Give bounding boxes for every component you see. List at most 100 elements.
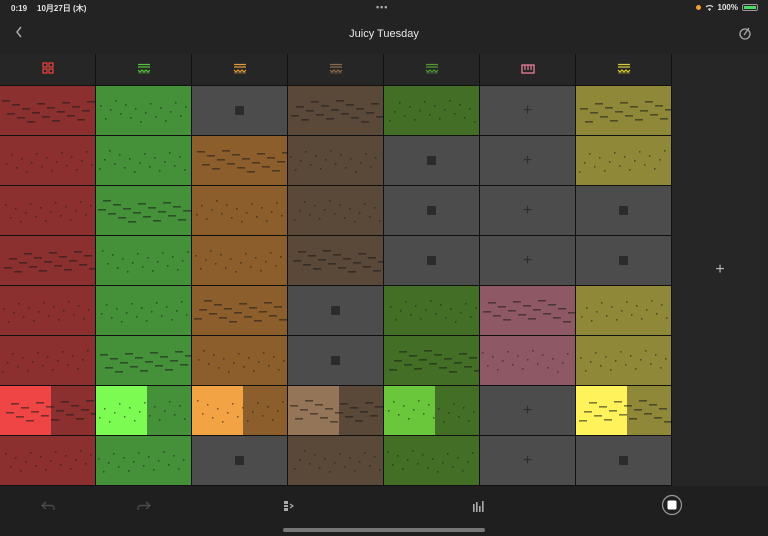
clip-grid: + + + + + + + (0, 54, 768, 486)
midi-notes (291, 100, 383, 123)
clip-slot-add[interactable]: + (480, 186, 575, 235)
clip[interactable] (384, 336, 479, 385)
clip[interactable] (96, 86, 191, 135)
clip-slot-add[interactable]: + (480, 386, 575, 435)
metronome-button[interactable] (738, 26, 754, 42)
clip[interactable] (96, 236, 191, 285)
midi-notes (483, 300, 575, 323)
midi-notes (6, 400, 95, 422)
clip[interactable] (192, 336, 287, 385)
clip[interactable] (576, 286, 671, 335)
clip-playing[interactable] (288, 386, 383, 435)
clip-slot-stop[interactable] (192, 436, 287, 485)
status-bar: 0:19 10月27日 (木) ••• 100% (0, 0, 768, 16)
clip[interactable] (384, 286, 479, 335)
undo-icon (41, 501, 55, 510)
clip[interactable] (288, 436, 383, 485)
clip[interactable] (0, 436, 95, 485)
clip[interactable] (192, 286, 287, 335)
stop-clip-icon (331, 306, 340, 315)
midi-notes (2, 350, 89, 373)
clip-slot-stop[interactable] (576, 436, 671, 485)
clip[interactable] (288, 236, 383, 285)
clip-slot-stop[interactable] (288, 286, 383, 335)
mixer-button[interactable] (469, 496, 489, 516)
midi-notes (294, 200, 381, 223)
clip-slot-add[interactable]: + (480, 436, 575, 485)
clip-slot-add[interactable]: + (480, 86, 575, 135)
clip-slot-stop[interactable] (576, 186, 671, 235)
track-header-synth-dkgreen[interactable] (384, 54, 479, 85)
clip-playing[interactable] (0, 386, 95, 435)
clip-playing[interactable] (576, 386, 671, 435)
clip[interactable] (384, 86, 479, 135)
track-header-drums[interactable] (0, 54, 95, 85)
clip[interactable] (480, 286, 575, 335)
clip[interactable] (384, 436, 479, 485)
clip[interactable] (192, 236, 287, 285)
home-indicator[interactable] (283, 528, 485, 532)
track-column-synth-brown (288, 54, 384, 486)
clip-slot-stop[interactable] (192, 86, 287, 135)
clip[interactable] (192, 136, 287, 185)
clip[interactable] (96, 136, 191, 185)
clip[interactable] (0, 86, 95, 135)
track-header-keyboard[interactable] (480, 54, 575, 85)
track-header-synth-green[interactable] (96, 54, 191, 85)
midi-notes (100, 351, 191, 373)
midi-notes (3, 301, 90, 323)
clip[interactable] (576, 136, 671, 185)
synth-wave-icon (137, 61, 151, 79)
stop-button[interactable] (661, 494, 683, 516)
track-header-synth-brown[interactable] (288, 54, 383, 85)
clip-slot-stop[interactable] (576, 236, 671, 285)
clip[interactable] (0, 286, 95, 335)
back-button[interactable] (14, 25, 30, 43)
clip[interactable] (96, 186, 191, 235)
clip[interactable] (576, 86, 671, 135)
track-column-synth-yellow (576, 54, 672, 486)
plus-icon: + (522, 251, 533, 269)
clip-slot-stop[interactable] (384, 236, 479, 285)
redo-icon (137, 501, 151, 510)
track-column-synth-orange (192, 54, 288, 486)
clip[interactable] (288, 186, 383, 235)
clip[interactable] (576, 336, 671, 385)
clip-slot-stop[interactable] (288, 336, 383, 385)
track-header-synth-orange[interactable] (192, 54, 287, 85)
clip[interactable] (96, 286, 191, 335)
clip-slot-stop[interactable] (384, 136, 479, 185)
midi-notes (100, 100, 187, 123)
clip[interactable] (0, 336, 95, 385)
clip[interactable] (96, 436, 191, 485)
stop-clip-icon (427, 156, 436, 165)
battery-icon (742, 4, 758, 11)
clip[interactable] (288, 136, 383, 185)
clip-slot-add[interactable]: + (480, 236, 575, 285)
clip[interactable] (192, 186, 287, 235)
clip-playing[interactable] (192, 386, 287, 435)
track-header-synth-yellow[interactable] (576, 54, 671, 85)
midi-notes (387, 450, 474, 473)
clip-playing[interactable] (96, 386, 191, 435)
clip[interactable] (0, 236, 95, 285)
clip[interactable] (0, 186, 95, 235)
redo-button[interactable] (134, 496, 154, 516)
add-track-button[interactable]: + (672, 54, 768, 486)
clip-slot-add[interactable]: + (480, 136, 575, 185)
clip[interactable] (288, 86, 383, 135)
clip[interactable] (480, 336, 575, 385)
midi-notes (196, 200, 283, 223)
clip-slot-stop[interactable] (384, 186, 479, 235)
stop-clip-icon (235, 456, 244, 465)
midi-notes (390, 300, 477, 323)
track-settings-button[interactable] (279, 496, 299, 516)
midi-notes (6, 151, 93, 173)
clip[interactable] (96, 336, 191, 385)
undo-button[interactable] (38, 496, 58, 516)
stop-icon (661, 494, 683, 516)
multitasking-dots[interactable]: ••• (376, 2, 389, 12)
clip[interactable] (0, 136, 95, 185)
mic-indicator-icon (695, 5, 701, 10)
clip-playing[interactable] (384, 386, 479, 435)
